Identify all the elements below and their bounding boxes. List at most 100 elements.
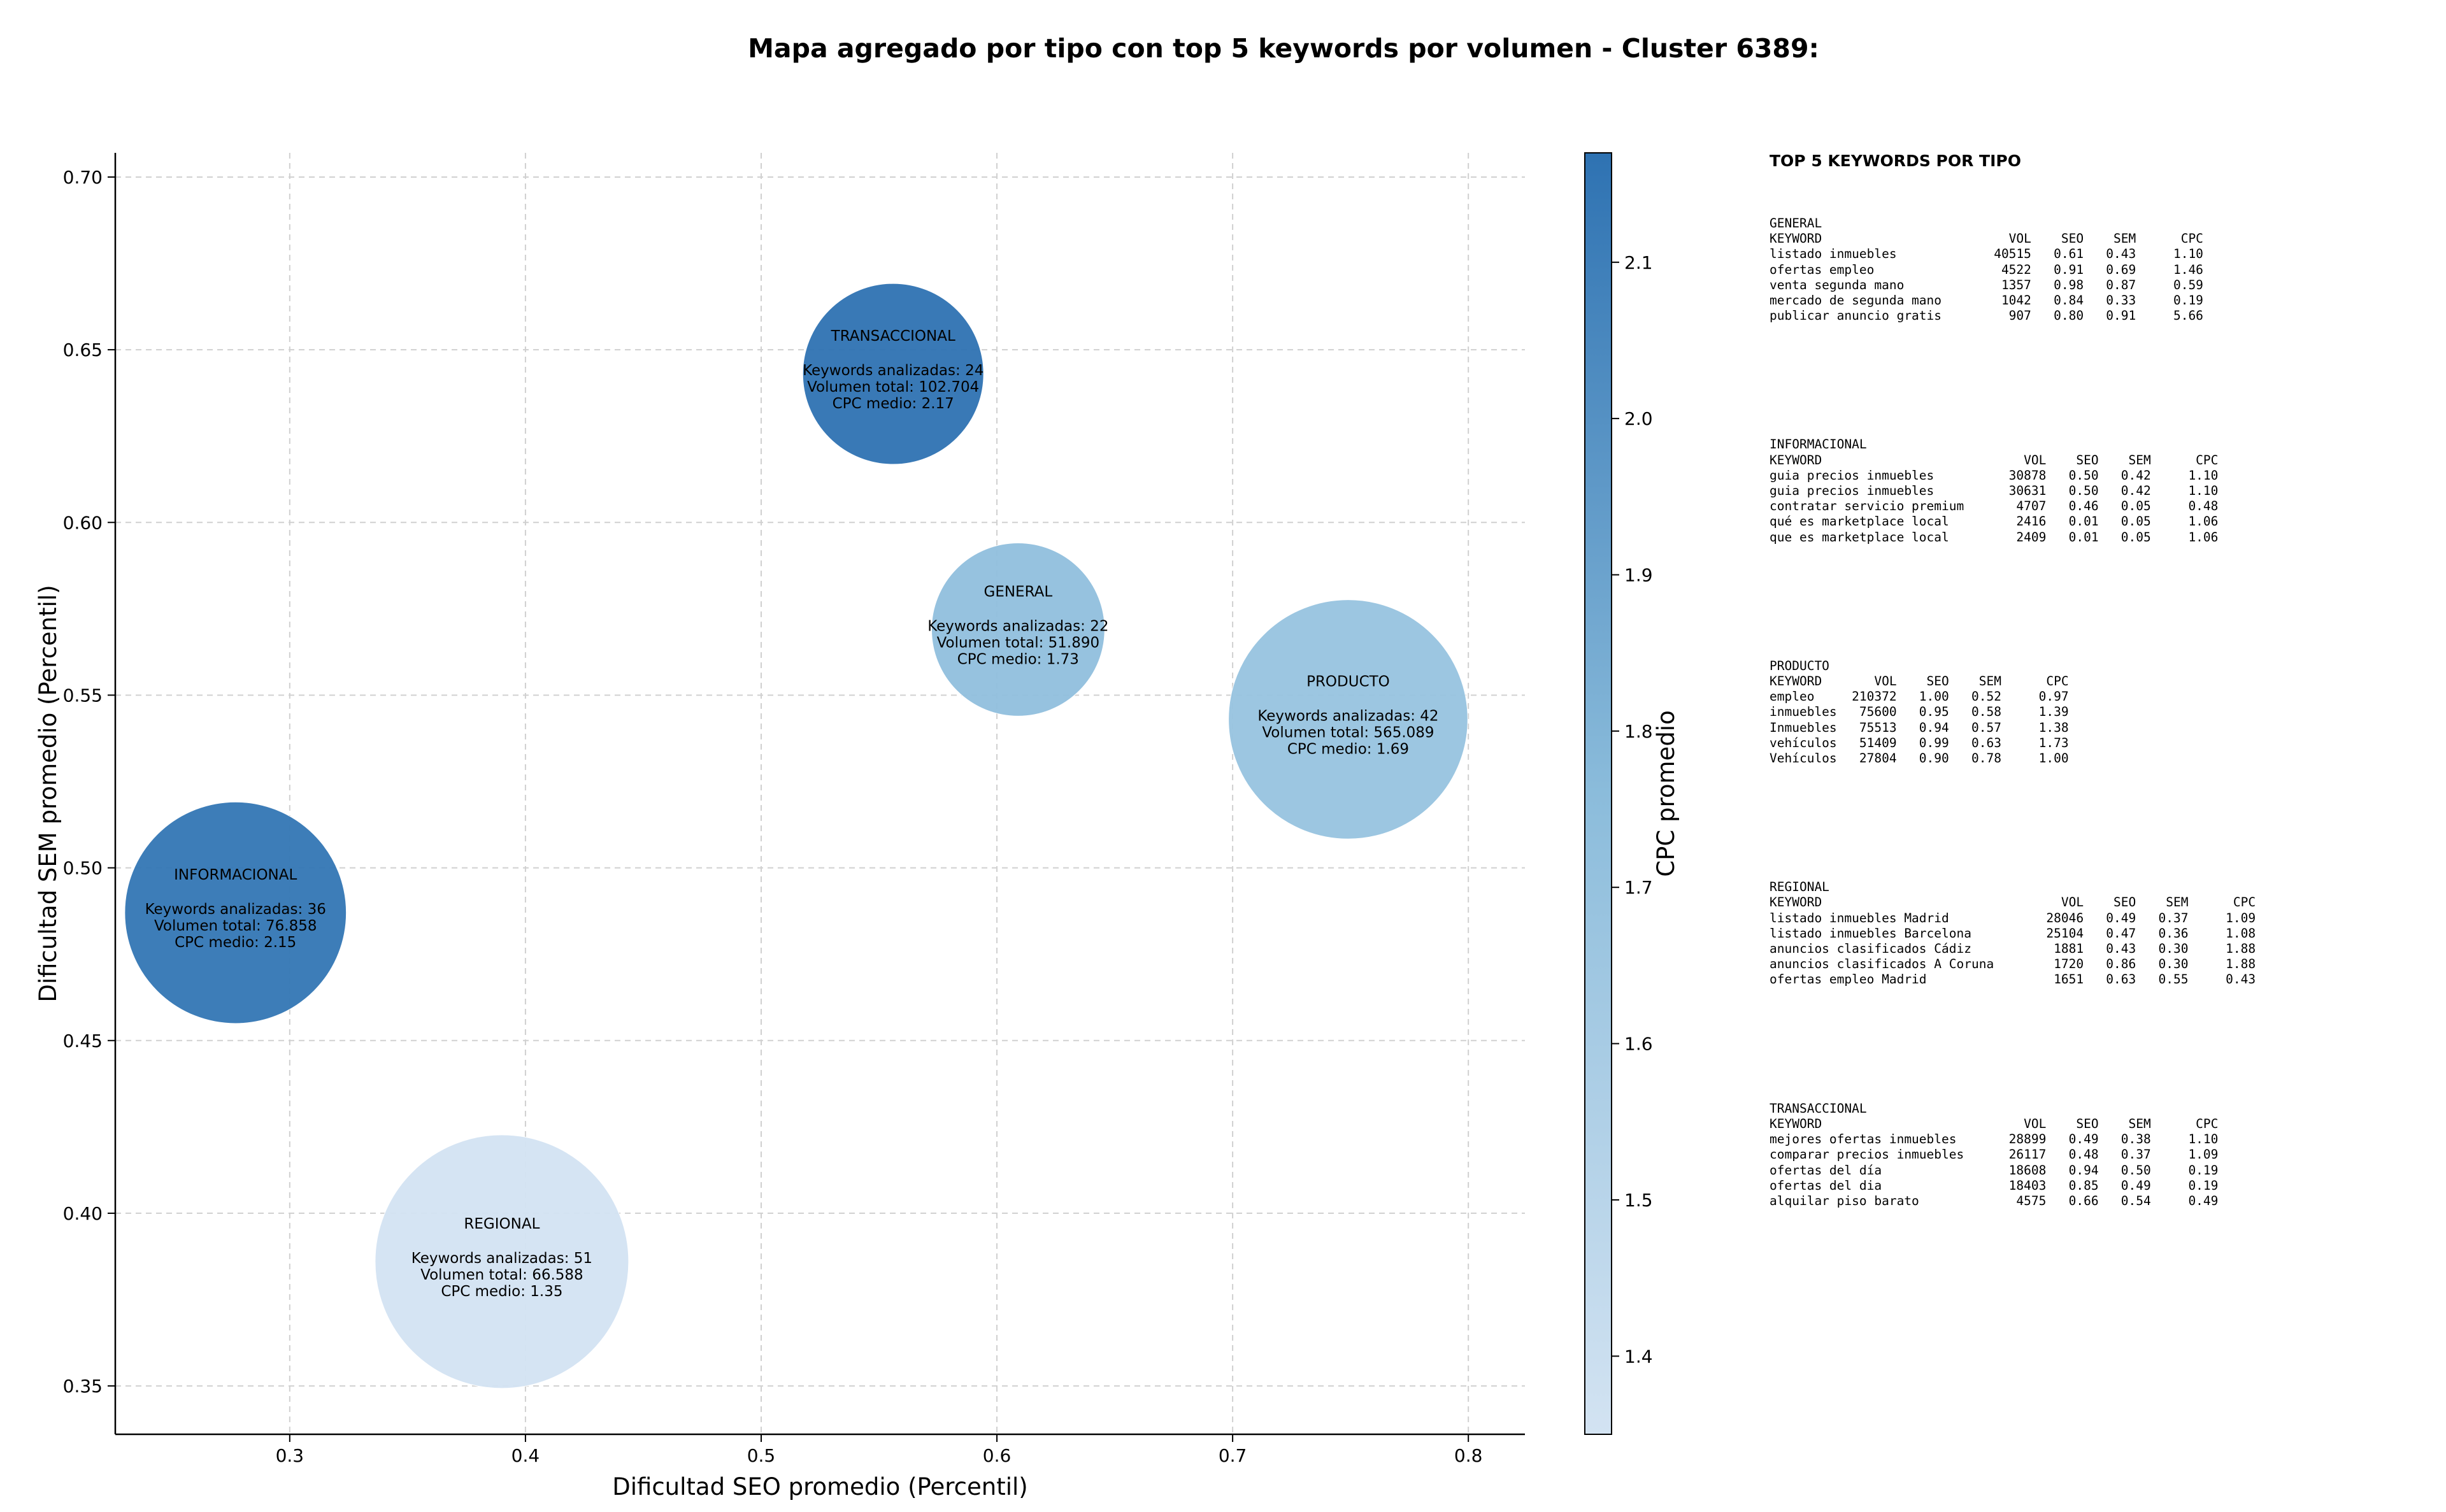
axes: 0.3 0.4 0.5 0.6 0.7 0.8 0.35 0.40 0.45 0.50 0.55 0.… xyxy=(34,153,1525,1501)
colorbar-label: CPC promedio xyxy=(1652,710,1680,876)
group-name: GENERAL xyxy=(1770,216,1822,231)
keyword-group-informacional: INFORMACIONAL KEYWORD VOL SEO SEM CPC guia… xyxy=(1770,437,2438,545)
table-row: anuncios clasificados A Coruna 1720 0.86… xyxy=(1770,957,2256,972)
bubble-stat-label: Keywords analizadas: 22 xyxy=(927,618,1108,634)
x-tick-label: 0.3 xyxy=(276,1445,304,1466)
x-tick-label: 0.6 xyxy=(983,1445,1012,1466)
bubble-stat-label: Volumen total: 66.588 xyxy=(420,1267,583,1283)
bubble-stat-label: Volumen total: 565.089 xyxy=(1262,724,1434,741)
table-row: guia precios inmuebles 30631 0.50 0.42 1… xyxy=(1770,483,2219,499)
keyword-group-producto: PRODUCTO KEYWORD VOL SEO SEM CPC empleo 21… xyxy=(1770,659,2438,766)
table-row: vehículos 51409 0.99 0.63 1.73 xyxy=(1770,735,2069,750)
y-tick-label: 0.40 xyxy=(63,1203,103,1224)
bubble-circle xyxy=(1228,599,1468,839)
table-row: venta segunda mano 1357 0.98 0.87 0.59 xyxy=(1770,277,2203,292)
bubble-informacional: INFORMACIONAL Keywords analizadas: 36Volu… xyxy=(124,801,347,1024)
colorbar-tick-label: 1.6 xyxy=(1624,1034,1653,1055)
table-row: alquilar piso barato 4575 0.66 0.54 0.49 xyxy=(1770,1193,2219,1208)
x-tick-label: 0.5 xyxy=(747,1445,776,1466)
y-tick-label: 0.45 xyxy=(63,1031,103,1052)
table-header: KEYWORD VOL SEO SEM CPC xyxy=(1770,895,2256,910)
bubble-stat-label: Volumen total: 51.890 xyxy=(937,634,1100,651)
colorbar-tick-label: 1.5 xyxy=(1624,1190,1653,1211)
table-row: ofertas empleo Madrid 1651 0.63 0.55 0.4… xyxy=(1770,972,2256,987)
top-keywords-panel: TOP 5 KEYWORDS POR TIPO GENERAL KEYWORD V… xyxy=(1770,152,2438,1322)
table-header: KEYWORD VOL SEO SEM CPC xyxy=(1770,1116,2219,1131)
keyword-group-transaccional: TRANSACCIONAL KEYWORD VOL SEO SEM CPC mejo… xyxy=(1770,1101,2438,1209)
panel-title: TOP 5 KEYWORDS POR TIPO xyxy=(1770,152,2021,170)
bubble-transaccional: TRANSACCIONAL Keywords analizadas: 24Volu… xyxy=(802,283,984,465)
table-row: ofertas del dia 18403 0.85 0.49 0.19 xyxy=(1770,1178,2219,1193)
table-row: guia precios inmuebles 30878 0.50 0.42 1… xyxy=(1770,467,2219,483)
table-header: KEYWORD VOL SEO SEM CPC xyxy=(1770,452,2219,467)
keyword-group-general: GENERAL KEYWORD VOL SEO SEM CPC listado in… xyxy=(1770,216,2438,324)
x-tick-label: 0.7 xyxy=(1219,1445,1247,1466)
group-name: TRANSACCIONAL xyxy=(1770,1101,1867,1116)
colorbar-tick-label: 1.7 xyxy=(1624,877,1653,898)
y-tick-label: 0.50 xyxy=(63,858,103,879)
bubble-type-label: PRODUCTO xyxy=(1306,673,1390,690)
bubble-circle xyxy=(124,801,347,1024)
bubble-stat-label: CPC medio: 1.35 xyxy=(441,1283,562,1300)
group-name: REGIONAL xyxy=(1770,880,1829,895)
bubble-stat-label: CPC medio: 1.69 xyxy=(1287,741,1409,757)
table-row: ofertas empleo 4522 0.91 0.69 1.46 xyxy=(1770,262,2203,277)
table-row: mercado de segunda mano 1042 0.84 0.33 0… xyxy=(1770,293,2203,308)
table-row: empleo 210372 1.00 0.52 0.97 xyxy=(1770,689,2069,704)
table-row: comparar precios inmuebles 26117 0.48 0.… xyxy=(1770,1147,2219,1162)
bubble-stat-label: Volumen total: 102.704 xyxy=(807,379,979,396)
bubble-type-label: INFORMACIONAL xyxy=(174,867,297,883)
y-tick-label: 0.35 xyxy=(63,1376,103,1397)
bubble-stat-label: CPC medio: 2.15 xyxy=(175,934,296,951)
bubble-stat-label: Keywords analizadas: 51 xyxy=(411,1250,592,1267)
keyword-table: TRANSACCIONAL KEYWORD VOL SEO SEM CPC mejo… xyxy=(1770,1101,2438,1209)
bubble-circle xyxy=(931,542,1105,717)
table-row: Vehículos 27804 0.90 0.78 1.00 xyxy=(1770,751,2069,766)
y-tick-label: 0.70 xyxy=(63,167,103,188)
bubble-stat-label: Keywords analizadas: 36 xyxy=(145,901,326,918)
bubble-circle xyxy=(802,283,984,465)
bubble-stat-label: Keywords analizadas: 42 xyxy=(1257,708,1438,724)
keyword-table: INFORMACIONAL KEYWORD VOL SEO SEM CPC guia… xyxy=(1770,437,2438,545)
table-row: listado inmuebles 40515 0.61 0.43 1.10 xyxy=(1770,246,2203,262)
table-row: Inmuebles 75513 0.94 0.57 1.38 xyxy=(1770,720,2069,735)
bubble-stat-label: Keywords analizadas: 24 xyxy=(803,362,983,379)
table-row: listado inmuebles Barcelona 25104 0.47 0… xyxy=(1770,925,2256,941)
table-row: ofertas del día 18608 0.94 0.50 0.19 xyxy=(1770,1162,2219,1178)
table-row: mejores ofertas inmuebles 28899 0.49 0.3… xyxy=(1770,1132,2219,1147)
bubble-type-label: GENERAL xyxy=(984,583,1053,600)
keyword-groups: GENERAL KEYWORD VOL SEO SEM CPC listado in… xyxy=(1770,216,2438,1209)
colorbar-tick-label: 2.1 xyxy=(1624,252,1653,273)
keyword-group-regional: REGIONAL KEYWORD VOL SEO SEM CPC listado i… xyxy=(1770,880,2438,987)
y-tick-label: 0.65 xyxy=(63,339,103,360)
bubble-type-label: REGIONAL xyxy=(464,1216,540,1232)
table-row: que es marketplace local 2409 0.01 0.05 … xyxy=(1770,529,2219,545)
bubble-stat-label: Volumen total: 76.858 xyxy=(154,918,317,934)
y-tick-label: 0.55 xyxy=(63,685,103,706)
grid-lines xyxy=(115,153,1525,1434)
bubble-type-label: TRANSACCIONAL xyxy=(831,328,955,345)
bubble-circle xyxy=(375,1134,629,1389)
bubble-stat-label: CPC medio: 1.73 xyxy=(957,651,1079,667)
colorbar-tick-label: 1.4 xyxy=(1624,1346,1653,1367)
table-row: contratar servicio premium 4707 0.46 0.0… xyxy=(1770,499,2219,514)
colorbar-tick-label: 2.0 xyxy=(1624,408,1653,429)
table-header: KEYWORD VOL SEO SEM CPC xyxy=(1770,231,2203,246)
table-row: anuncios clasificados Cádiz 1881 0.43 0.… xyxy=(1770,941,2256,957)
bubble-stat-label: CPC medio: 2.17 xyxy=(833,396,954,412)
keyword-table: GENERAL KEYWORD VOL SEO SEM CPC listado in… xyxy=(1770,216,2438,324)
chart-title: Mapa agregado por tipo con top 5 keyword… xyxy=(748,33,1819,64)
table-row: qué es marketplace local 2416 0.01 0.05 … xyxy=(1770,514,2219,529)
x-axis-label: Dificultad SEO promedio (Percentil) xyxy=(612,1473,1027,1501)
group-name: INFORMACIONAL xyxy=(1770,437,1867,452)
table-row: publicar anuncio gratis 907 0.80 0.91 5.… xyxy=(1770,308,2203,324)
table-row: listado inmuebles Madrid 28046 0.49 0.37… xyxy=(1770,910,2256,925)
y-tick-label: 0.60 xyxy=(63,512,103,533)
colorbar: 1.4 1.5 1.6 1.7 1.8 1.9 2.0 2.1 CPC promedio xyxy=(1584,152,1680,1435)
colorbar-tick-label: 1.9 xyxy=(1624,564,1653,585)
